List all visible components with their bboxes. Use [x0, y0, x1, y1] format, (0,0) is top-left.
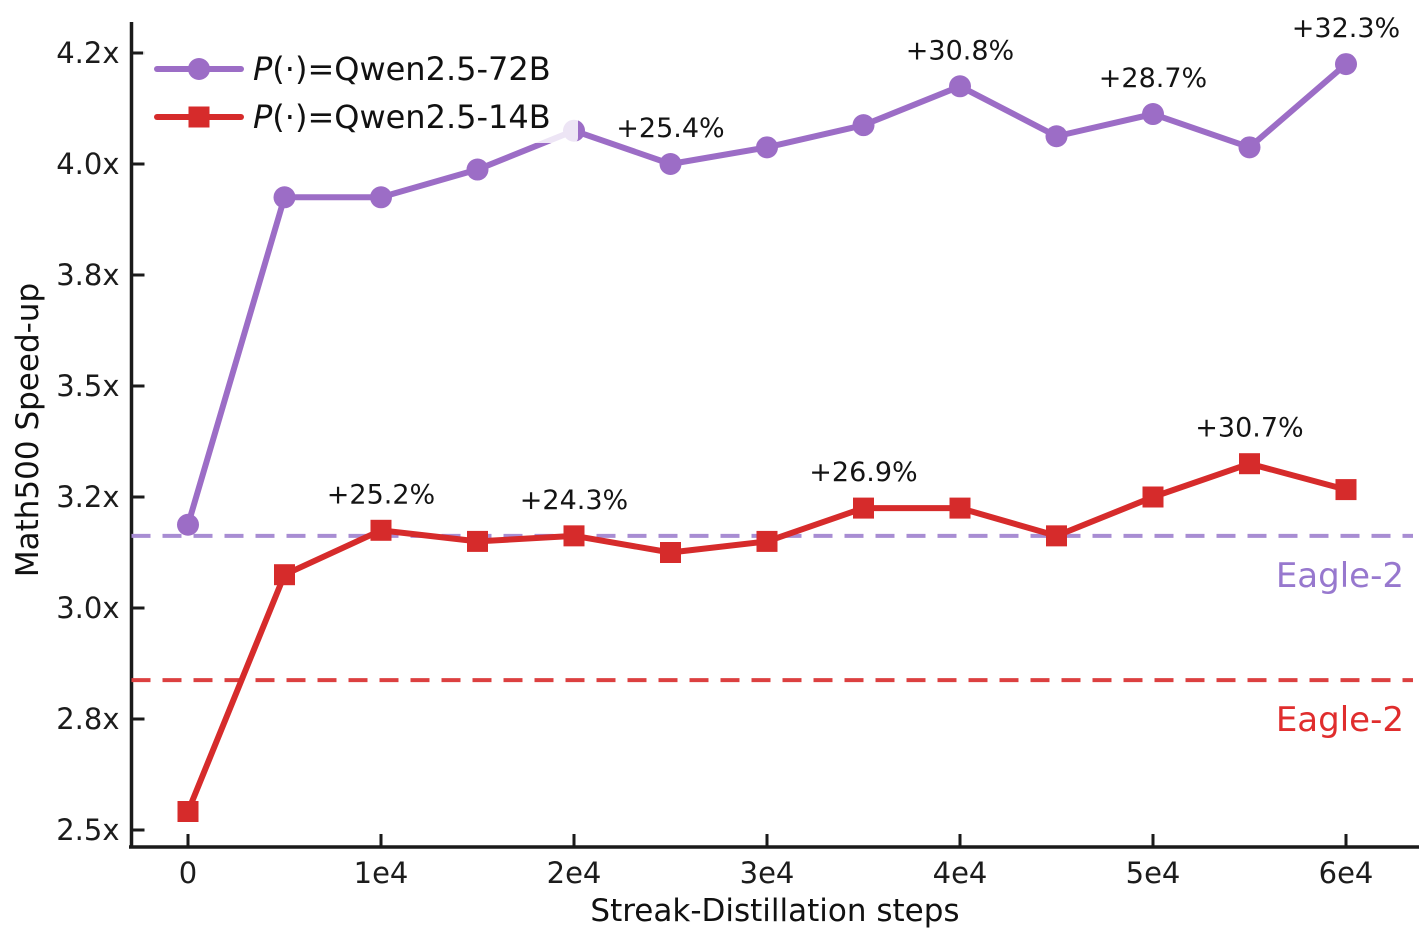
gain-annotation: +25.2%: [327, 479, 435, 510]
data-point-square: [1142, 486, 1164, 508]
x-tick-label: 0: [179, 856, 197, 890]
data-point-circle: [756, 136, 778, 159]
gain-annotation: +25.4%: [616, 113, 724, 144]
data-point-circle: [370, 186, 392, 209]
data-point-square: [756, 530, 778, 552]
y-tick-label: 3.5x: [56, 369, 119, 403]
y-axis-label: Math500 Speed-up: [10, 283, 46, 577]
data-point-square: [1239, 453, 1260, 475]
data-point-square: [274, 564, 295, 586]
data-point-circle: [1238, 136, 1261, 159]
data-point-circle: [1335, 53, 1357, 76]
data-point-circle: [852, 114, 875, 137]
x-tick-label: 6e4: [1319, 856, 1374, 890]
x-tick-label: 4e4: [933, 856, 988, 890]
x-axis-label: Streak-Distillation steps: [590, 893, 959, 929]
x-tick-label: 2e4: [547, 856, 602, 890]
data-point-square: [370, 519, 392, 541]
y-tick-label: 2.5x: [56, 813, 119, 847]
y-tick-label: 3.8x: [56, 258, 119, 292]
baseline-lines: Eagle-2 Eagle-2: [131, 533, 1413, 740]
baseline-label: Eagle-2: [1276, 700, 1404, 740]
y-tick-label: 3.2x: [56, 480, 119, 514]
x-tick-label: 3e4: [740, 856, 795, 890]
gain-annotation: +28.7%: [1099, 63, 1207, 94]
baseline-label: Eagle-2: [1276, 556, 1404, 596]
data-point-square: [949, 497, 971, 519]
data-point-circle: [466, 158, 489, 181]
series-line: [185, 460, 1349, 815]
gain-annotation: +32.3%: [1292, 13, 1400, 44]
legend-background: [143, 42, 578, 143]
legend-marker-circle: [188, 58, 210, 80]
x-tick-label: 5e4: [1126, 856, 1181, 890]
y-tick-label: 2.8x: [56, 702, 119, 736]
annotations: +25.4% +30.8% +28.7% +32.3% +25.2% +24.3% +26.…: [327, 13, 1400, 516]
x-tick-label: 1e4: [354, 856, 409, 890]
gain-annotation: +24.3%: [520, 485, 628, 516]
data-point-square: [660, 542, 681, 563]
legend-marker-square: [188, 106, 210, 128]
data-point-circle: [177, 513, 199, 536]
legend: P(·)=Qwen2.5-72B P(·)=Qwen2.5-14B: [143, 42, 578, 143]
data-point-circle: [1142, 103, 1164, 126]
gain-annotation: +30.8%: [906, 35, 1014, 66]
data-point-circle: [659, 153, 682, 175]
gain-annotation: +30.7%: [1195, 413, 1303, 444]
data-point-square: [467, 530, 488, 552]
axes: 2.5x 2.8x 3.0x 3.2x 3.5x 3.8x 4.0x 4.2x 0 1e4 2e4 3…: [56, 22, 1419, 890]
data-point-square: [177, 801, 199, 822]
data-point-square: [1046, 525, 1067, 547]
data-point-square: [853, 497, 874, 519]
legend-item-label: P(·)=Qwen2.5-14B: [253, 98, 551, 136]
y-tick-label: 4.2x: [56, 36, 119, 70]
y-tick-label: 4.0x: [56, 147, 119, 181]
data-point-square: [1335, 479, 1357, 501]
data-point-circle: [949, 75, 971, 98]
data-point-square: [563, 525, 585, 547]
data-series: [177, 53, 1357, 822]
legend-item-label: P(·)=Qwen2.5-72B: [253, 50, 551, 88]
data-point-circle: [1045, 125, 1068, 148]
y-tick-label: 3.0x: [56, 591, 119, 625]
gain-annotation: +26.9%: [809, 457, 917, 488]
data-point-circle: [273, 186, 296, 209]
